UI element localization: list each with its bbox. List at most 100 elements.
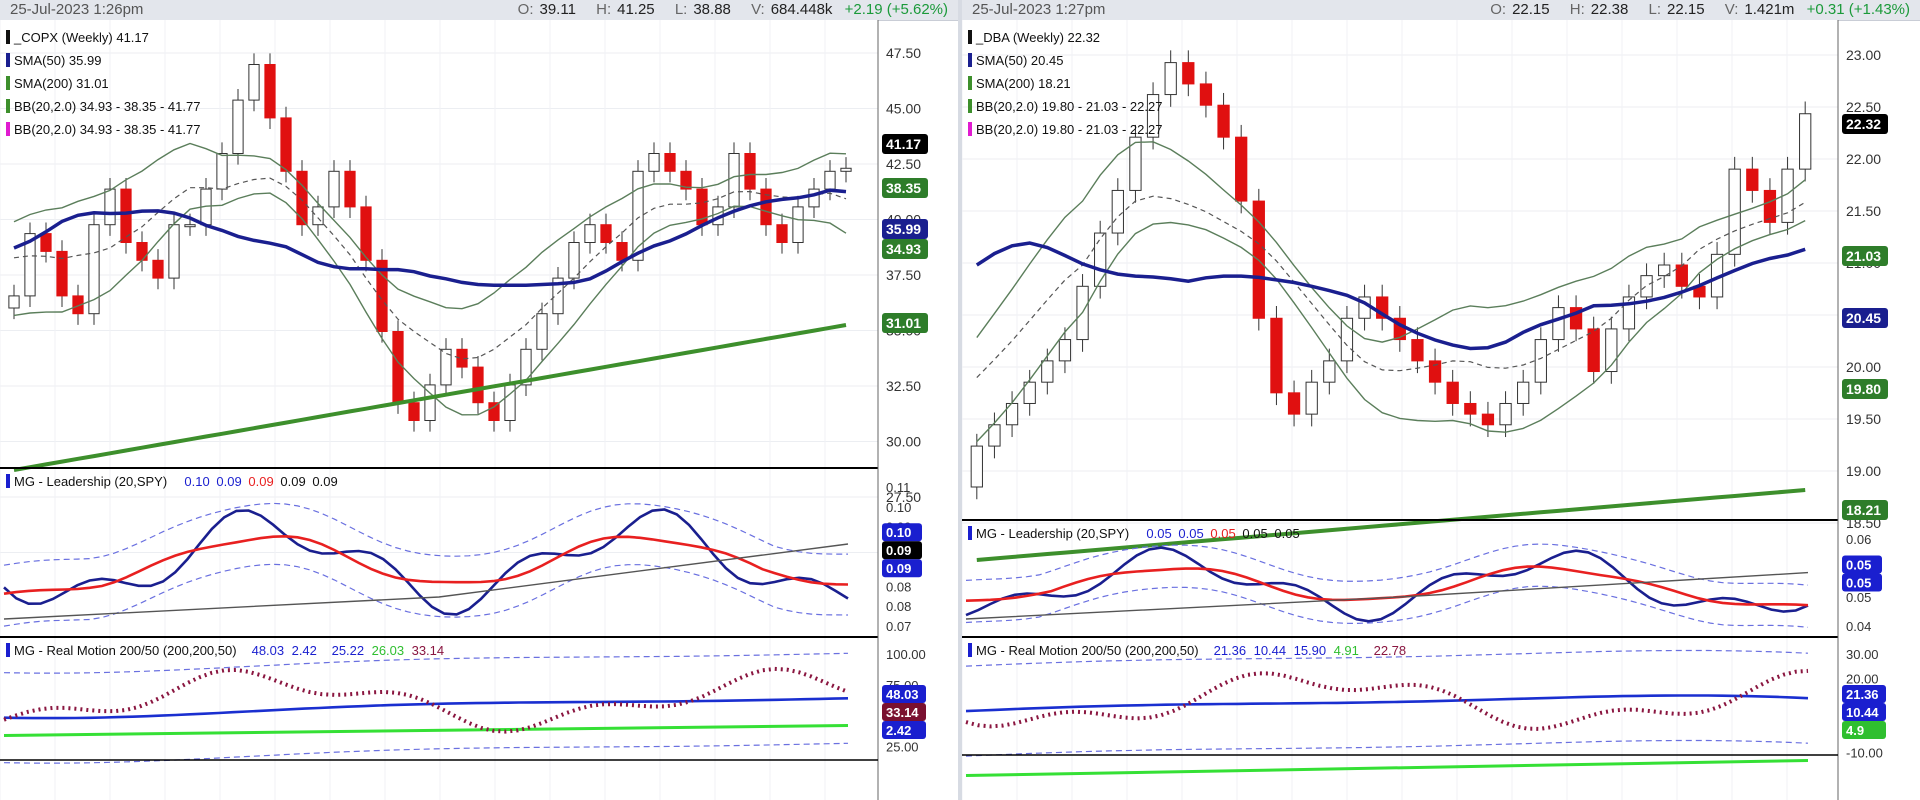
leadership-tick-label: 0.05 [1846, 590, 1871, 605]
candle-body [1305, 381, 1318, 415]
realmotion-badge [882, 685, 926, 704]
plot-background [962, 20, 1838, 800]
price-badge-label: 41.17 [886, 136, 921, 152]
candle-body [440, 348, 452, 386]
open-value: 22.15 [1512, 1, 1550, 18]
candle-body [1622, 296, 1636, 330]
legend-swatch [968, 30, 972, 44]
leadership-badge-label: 0.05 [1846, 557, 1871, 572]
candle-body [760, 188, 772, 226]
price-tick-label: 20.00 [1846, 359, 1881, 375]
price-tick-label: 47.50 [886, 45, 921, 61]
leadership-upper-band [3, 502, 848, 566]
dba-chart-svg[interactable]: 23.0022.5022.0021.5021.0020.5020.0019.50… [962, 20, 1920, 800]
open-value: 39.11 [539, 1, 576, 18]
copx-header-bar: 25-Jul-2023 1:26pm O: 39.11 H: 41.25 L: 38.… [0, 0, 958, 21]
candle-body [536, 313, 548, 350]
leadership-value: 0.09 [216, 474, 241, 489]
candle-body [1129, 136, 1142, 191]
candle-body [552, 277, 564, 315]
realmotion-value: 22.78 [1374, 643, 1407, 658]
legend-entry: BB(20,2.0) 34.93 - 38.35 - 41.77 [14, 99, 200, 114]
candle-body [616, 242, 628, 261]
realmotion-lower-band [3, 742, 849, 764]
candle-body [1569, 307, 1583, 330]
price-badge-label: 18.21 [1846, 502, 1881, 518]
candle-body [1235, 136, 1248, 202]
leadership-badge [882, 523, 922, 542]
bollinger-middle-line [13, 177, 847, 360]
realmotion-badge-label: 10.44 [1846, 705, 1879, 720]
leadership-value: 0.09 [312, 474, 337, 489]
candle-body [792, 206, 804, 243]
realmotion-green-line [965, 759, 1809, 777]
candle-body [1464, 402, 1477, 415]
candle-body [680, 170, 692, 190]
candle-body [1041, 360, 1054, 383]
candle-body [168, 224, 180, 279]
candle-body [728, 153, 740, 208]
legend-entry: _DBA (Weekly) 22.32 [975, 30, 1100, 45]
candle-body [1517, 381, 1530, 404]
price-badge [1842, 114, 1888, 134]
price-tick-label: 32.50 [886, 378, 921, 394]
candle-body [136, 242, 148, 261]
candle-body [264, 64, 276, 119]
candle-body [1164, 62, 1177, 96]
candle-body [8, 295, 20, 309]
realmotion-value: 26.03 [372, 643, 405, 658]
candle-body [1146, 94, 1160, 138]
leadership-tick-label: 0.10 [886, 500, 911, 515]
realmotion-tick-label: 100.00 [886, 647, 926, 662]
realmotion-badge-label: 2.42 [886, 723, 911, 738]
copx-chart-svg[interactable]: 47.5045.0042.5040.0037.5035.0032.5030.00… [0, 20, 958, 800]
low-label: L: [674, 1, 688, 18]
price-badge [882, 239, 928, 259]
leadership-line [3, 508, 849, 616]
copx-ohlc: O: 39.11 H: 41.25 L: 38.88 V: 684.448k +2.19… [502, 1, 948, 18]
realmotion-badge [1842, 685, 1886, 704]
candle-body [1728, 168, 1741, 255]
volume-value: 684.448k [770, 1, 833, 18]
candle-body [56, 250, 68, 297]
leadership-tick-label: 0.08 [886, 579, 911, 594]
leadership-value: 0.05 [1242, 526, 1267, 541]
realmotion-badge-label: 21.36 [1846, 687, 1879, 702]
high-label: H: [1569, 1, 1585, 18]
legend-swatch [6, 30, 10, 44]
leadership-tick-label: 0.07 [886, 619, 911, 634]
candle-body [104, 188, 116, 226]
realmotion-badge-label: 4.9 [1846, 723, 1864, 738]
bollinger-middle-line [976, 195, 1806, 379]
price-badge-label: 31.01 [886, 315, 921, 331]
candle-body [152, 259, 164, 279]
candle-body [568, 242, 580, 279]
price-tick-label: 45.00 [886, 101, 921, 117]
realmotion-value: 21.36 [1214, 643, 1247, 658]
low-value: 38.88 [693, 1, 731, 18]
candle-body [1111, 189, 1124, 234]
leadership-value: 0.05 [1274, 526, 1299, 541]
candle-body [248, 64, 260, 101]
leadership-label: MG - Leadership (20,SPY) [14, 474, 167, 489]
high-value: 22.38 [1590, 1, 1629, 18]
candle-body [840, 167, 852, 172]
leadership-value: 0.05 [1146, 526, 1171, 541]
legend-swatch [6, 99, 10, 113]
leadership-baseline [965, 571, 1809, 620]
leadership-tick-label: 0.04 [1846, 619, 1871, 634]
candle-body [1199, 83, 1213, 106]
legend-swatch [6, 53, 10, 67]
change-value: +0.31 (+1.43%) [1806, 1, 1910, 18]
price-badge [1842, 308, 1888, 328]
legend-entry: BB(20,2.0) 19.80 - 21.03 - 22.27 [976, 122, 1162, 137]
legend-entry: BB(20,2.0) 19.80 - 21.03 - 22.27 [976, 99, 1162, 114]
candle-body [1217, 104, 1230, 138]
price-badge [1842, 500, 1888, 520]
price-badge-label: 20.45 [1846, 310, 1881, 326]
price-tick-label: 42.50 [886, 156, 921, 172]
price-badge-label: 35.99 [886, 221, 921, 237]
bollinger-upper-line [976, 141, 1806, 343]
realmotion-badge [1842, 721, 1886, 740]
legend-swatch [6, 122, 10, 136]
